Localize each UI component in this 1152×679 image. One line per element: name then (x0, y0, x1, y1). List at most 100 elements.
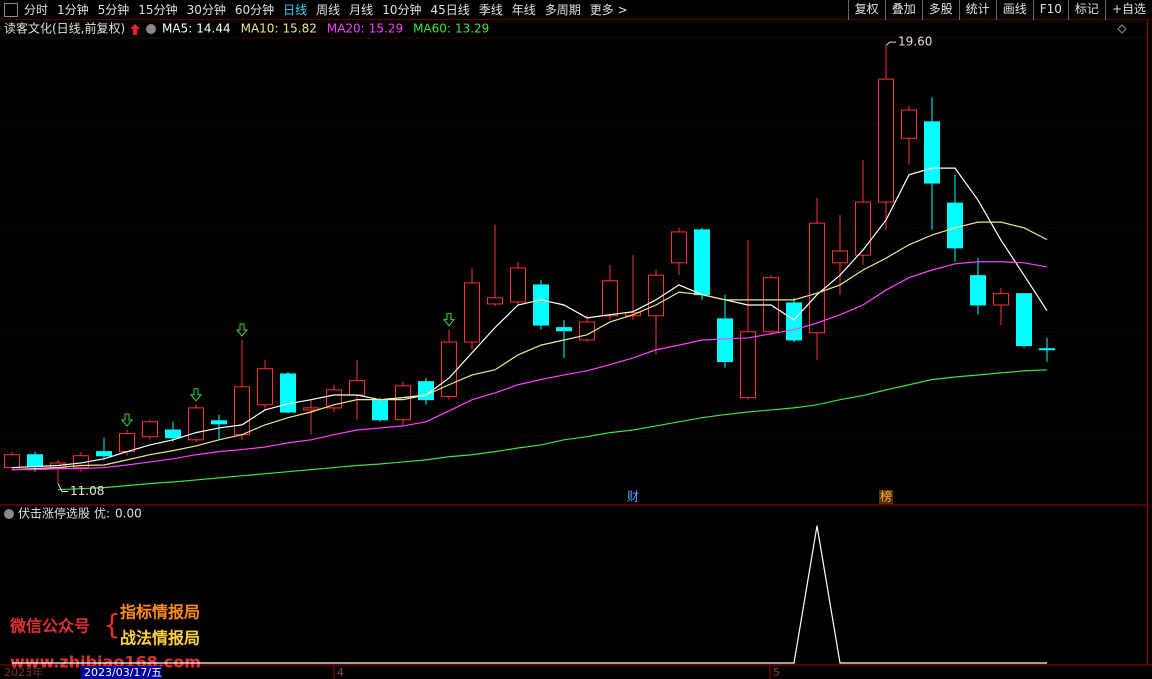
stock-title: 读客文化(日线,前复权) (4, 21, 125, 36)
cursor-box (81, 666, 161, 679)
candle-body (648, 274, 664, 317)
candle-body (1039, 348, 1055, 351)
candle-body (832, 250, 848, 264)
period-tab[interactable]: 日线 (283, 3, 308, 17)
candle-body (556, 327, 572, 332)
toolbar: 分时 1分钟 5分钟 15分钟 30分钟 60分钟 日线 周线 月线 10分钟 45日线 季线 年线 多周… (0, 0, 1152, 20)
candle-body (1016, 293, 1032, 347)
candle-body (349, 380, 365, 396)
candle-body (165, 429, 181, 439)
period-tab[interactable]: 5分钟 (97, 3, 130, 17)
legend-value: 15.82 (282, 22, 316, 36)
candle-body (809, 222, 825, 334)
tool-button[interactable]: 多股 (921, 0, 959, 20)
indicator-name: 优: (94, 507, 110, 521)
indicator-value: 0.00 (115, 507, 142, 521)
candle-body (579, 321, 595, 341)
candle-body (119, 433, 135, 453)
signal-arrow (189, 388, 203, 402)
tool-button[interactable]: 叠加 (884, 0, 922, 20)
candle-body (901, 109, 917, 139)
watermark: 指标情报局 (120, 603, 200, 622)
candle-body (510, 267, 526, 303)
legend-name: MA20: (327, 22, 365, 36)
candle-body (257, 368, 273, 406)
tool-button[interactable]: +自选 (1104, 0, 1152, 20)
legend-value: 13.29 (455, 22, 489, 36)
up-icon (130, 24, 140, 35)
candle-body (142, 421, 158, 438)
ma-line (12, 261, 1048, 471)
period-tab[interactable]: 10分钟 (382, 3, 422, 17)
candle-body (441, 341, 457, 398)
tool-button[interactable]: F10 (1032, 0, 1068, 20)
period-tab[interactable]: 30分钟 (186, 3, 226, 17)
period-tab[interactable]: 年线 (511, 3, 536, 17)
period-tab[interactable]: 周线 (316, 3, 341, 17)
event-label: 榜 (880, 489, 892, 504)
candle-body (924, 121, 940, 184)
period-tab[interactable]: 月线 (349, 3, 374, 17)
ma-line (11, 221, 1048, 471)
annotation-leader (57, 483, 68, 493)
candle-body (188, 407, 204, 441)
candle-body (96, 451, 112, 457)
tool-button[interactable]: 复权 (847, 0, 885, 20)
period-tab[interactable]: 45日线 (430, 3, 470, 17)
ma-line (11, 167, 1048, 469)
tool-button[interactable]: 画线 (995, 0, 1033, 20)
menu-icon[interactable] (4, 2, 18, 17)
legend-name: MA60: (413, 22, 451, 36)
indicator-line (12, 525, 1047, 664)
cursor-date: 2023/03/17/五 (84, 666, 162, 679)
period-tab[interactable]: 分时 (24, 3, 49, 17)
year-label: 2023年 (4, 665, 43, 679)
watermark: 战法情报局 (120, 629, 200, 648)
month-label: 5 (773, 666, 780, 679)
candle-body (694, 229, 710, 296)
event-label: 财 (627, 490, 639, 504)
candle-body (947, 202, 963, 249)
legend-name: MA5: (162, 22, 192, 36)
tool-button[interactable]: 统计 (958, 0, 996, 20)
period-tab[interactable]: 更多 > (589, 3, 628, 17)
candle-body (4, 454, 20, 469)
candle-body (211, 420, 227, 425)
menu-icon (146, 24, 156, 34)
legend-value: 15.29 (369, 22, 403, 36)
period-tab[interactable]: 60分钟 (234, 3, 275, 17)
legend-name: MA10: (241, 22, 279, 36)
annotation-label: 19.60 (898, 35, 932, 49)
period-tab[interactable]: 多周期 (544, 3, 581, 17)
candle-body (234, 386, 250, 436)
ma-line (57, 369, 1048, 491)
watermark: 微信公众号 (9, 617, 90, 636)
brace: { (103, 608, 121, 641)
candle-body (533, 284, 549, 326)
event-box (879, 490, 893, 504)
annotation-leader (885, 41, 896, 46)
candle-body (602, 280, 618, 317)
diamond-icon (1117, 24, 1127, 34)
candle-body (993, 293, 1009, 306)
month-label: 4 (337, 666, 344, 679)
period-tab[interactable]: 15分钟 (138, 3, 178, 17)
candle-body (280, 373, 296, 413)
candle-body (740, 331, 756, 399)
signal-arrow (235, 323, 249, 337)
candle-body (855, 201, 871, 256)
tool-button[interactable]: 标记 (1067, 0, 1105, 20)
candle-body (395, 385, 411, 421)
period-tab[interactable]: 季线 (478, 3, 503, 17)
candle-body (717, 318, 733, 363)
candle-body (970, 275, 986, 306)
annotation-label: 11.08 (70, 484, 104, 498)
candle-body (27, 454, 43, 468)
period-tab[interactable]: 1分钟 (57, 3, 89, 17)
candle-body (372, 400, 388, 421)
signal-arrow (442, 313, 456, 327)
candle-body (487, 297, 503, 305)
